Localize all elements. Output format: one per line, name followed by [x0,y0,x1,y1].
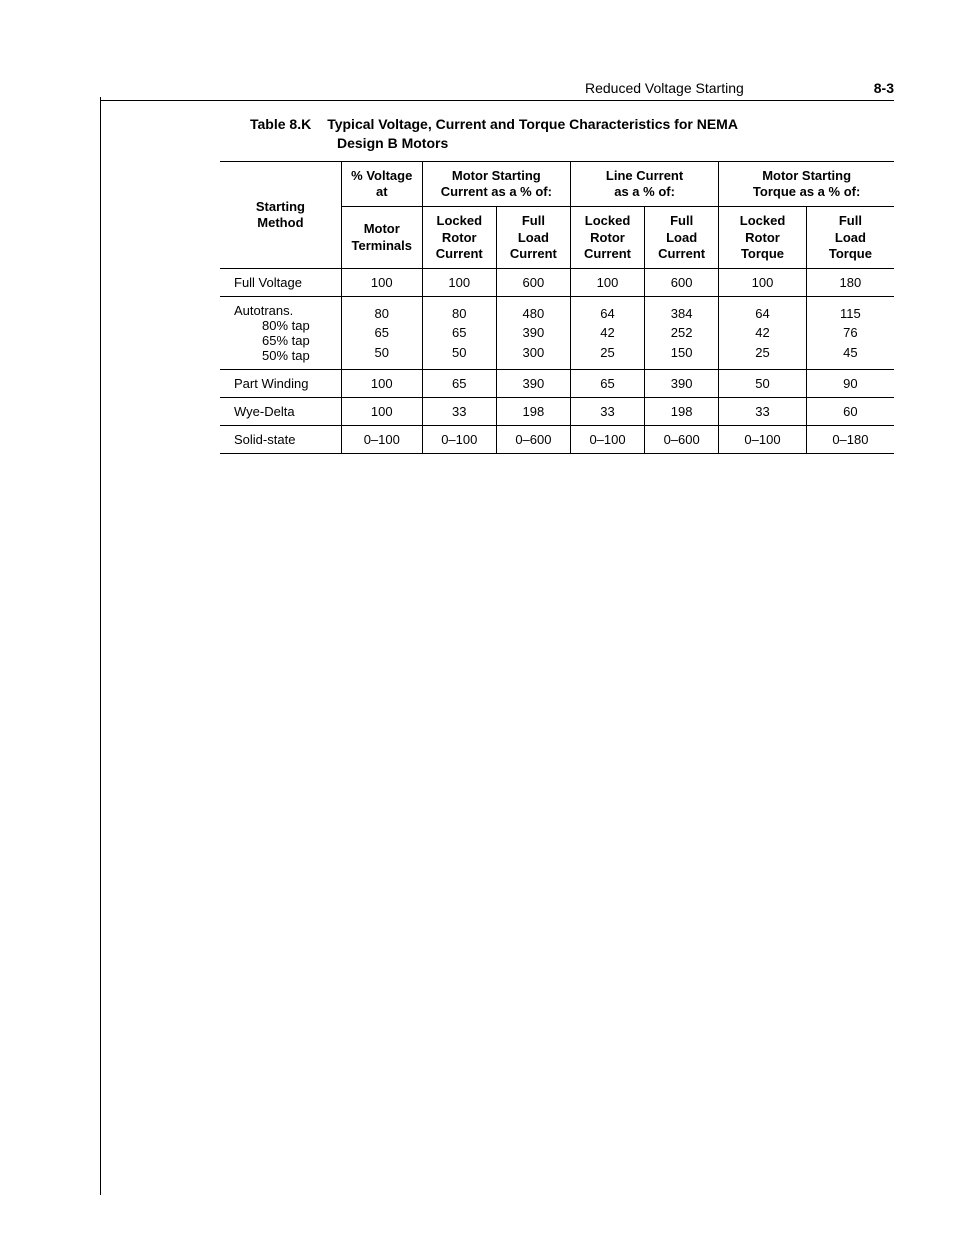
cell-value: 0–100 [570,426,644,454]
cell-method: Solid-state [220,426,341,454]
col-mst-full: Full Load Torque [806,207,894,269]
cell-value: 806550 [341,297,422,370]
cell-value: 65 [570,370,644,398]
table-number: Table 8.K [250,115,311,134]
table-title-line1: Typical Voltage, Current and Torque Char… [327,116,738,132]
cell-method: Part Winding [220,370,341,398]
cell-value: 100 [341,269,422,297]
cell-value: 0–100 [422,426,496,454]
cell-method: Autotrans.80% tap65% tap50% tap [220,297,341,370]
left-margin-rule [100,97,101,1195]
cell-value: 644225 [570,297,644,370]
header-page-number: 8-3 [874,80,894,96]
col-voltage-top: % Voltage at [341,161,422,207]
table-row: Autotrans.80% tap65% tap50% tap806550806… [220,297,894,370]
colgroup-motor-starting-torque: Motor Starting Torque as a % of: [719,161,894,207]
cell-value: 0–600 [496,426,570,454]
cell-value: 0–100 [719,426,807,454]
cell-value: 480390300 [496,297,570,370]
cell-value: 180 [806,269,894,297]
page-header: Reduced Voltage Starting 8-3 [100,80,894,101]
cell-value: 33 [570,398,644,426]
cell-value: 100 [341,370,422,398]
cell-value: 644225 [719,297,807,370]
cell-value: 198 [496,398,570,426]
table-row: Solid-state0–1000–1000–6000–1000–6000–10… [220,426,894,454]
table-caption: Table 8.K Typical Voltage, Current and To… [220,115,894,153]
cell-value: 33 [719,398,807,426]
content-area: Table 8.K Typical Voltage, Current and To… [220,115,894,454]
cell-value: 50 [719,370,807,398]
cell-value: 100 [570,269,644,297]
cell-value: 806550 [422,297,496,370]
cell-value: 600 [645,269,719,297]
cell-value: 390 [496,370,570,398]
cell-value: 60 [806,398,894,426]
cell-method: Full Voltage [220,269,341,297]
colgroup-line-current: Line Current as a % of: [570,161,718,207]
cell-value: 0–180 [806,426,894,454]
cell-value: 1157645 [806,297,894,370]
table-body: Full Voltage100100600100600100180Autotra… [220,269,894,454]
col-voltage-bottom: Motor Terminals [341,207,422,269]
cell-value: 600 [496,269,570,297]
col-msc-full: Full Load Current [496,207,570,269]
table-row: Full Voltage100100600100600100180 [220,269,894,297]
cell-value: 0–600 [645,426,719,454]
cell-value: 390 [645,370,719,398]
table-row: Wye-Delta10033198331983360 [220,398,894,426]
characteristics-table: Starting Method % Voltage at Motor Start… [220,161,894,454]
cell-value: 100 [341,398,422,426]
table-header: Starting Method % Voltage at Motor Start… [220,161,894,268]
cell-method: Wye-Delta [220,398,341,426]
table-row: Part Winding10065390653905090 [220,370,894,398]
table-title-line2: Design B Motors [250,134,894,153]
cell-value: 33 [422,398,496,426]
header-section-title: Reduced Voltage Starting [585,80,744,96]
col-msc-locked: Locked Rotor Current [422,207,496,269]
cell-value: 65 [422,370,496,398]
cell-value: 100 [422,269,496,297]
colgroup-motor-starting-current: Motor Starting Current as a % of: [422,161,570,207]
cell-value: 100 [719,269,807,297]
cell-value: 0–100 [341,426,422,454]
col-lc-full: Full Load Current [645,207,719,269]
cell-value: 384252150 [645,297,719,370]
col-lc-locked: Locked Rotor Current [570,207,644,269]
cell-value: 198 [645,398,719,426]
col-starting-method: Starting Method [220,161,341,268]
cell-value: 90 [806,370,894,398]
col-mst-locked: Locked Rotor Torque [719,207,807,269]
